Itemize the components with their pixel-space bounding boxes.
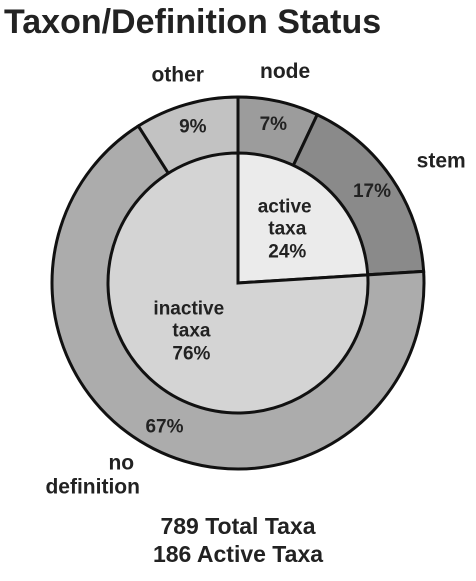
ring-category-label: node: [260, 60, 310, 83]
pie-slice: [236, 151, 370, 285]
pie-slice: [106, 151, 370, 415]
ring-category-label: other: [151, 63, 204, 86]
annotation: 186 Active Taxa: [153, 541, 323, 567]
ring-category-label: no definition: [45, 451, 139, 498]
chart-title: Taxon/Definition Status: [4, 3, 381, 41]
ring-value-label: 67%: [145, 416, 183, 437]
pie-value-label: 76%: [172, 344, 210, 365]
annotation: 789 Total Taxa: [160, 513, 315, 539]
pie-category-label: active taxa: [258, 197, 317, 240]
ring-category-label: stem: [417, 149, 466, 172]
ring-value-label: 9%: [179, 116, 207, 137]
ring-value-label: 17%: [353, 181, 391, 202]
ring-value-label: 7%: [260, 114, 288, 135]
pie-value-label: 24%: [268, 242, 306, 263]
pie-category-label: inactive taxa: [153, 299, 229, 342]
